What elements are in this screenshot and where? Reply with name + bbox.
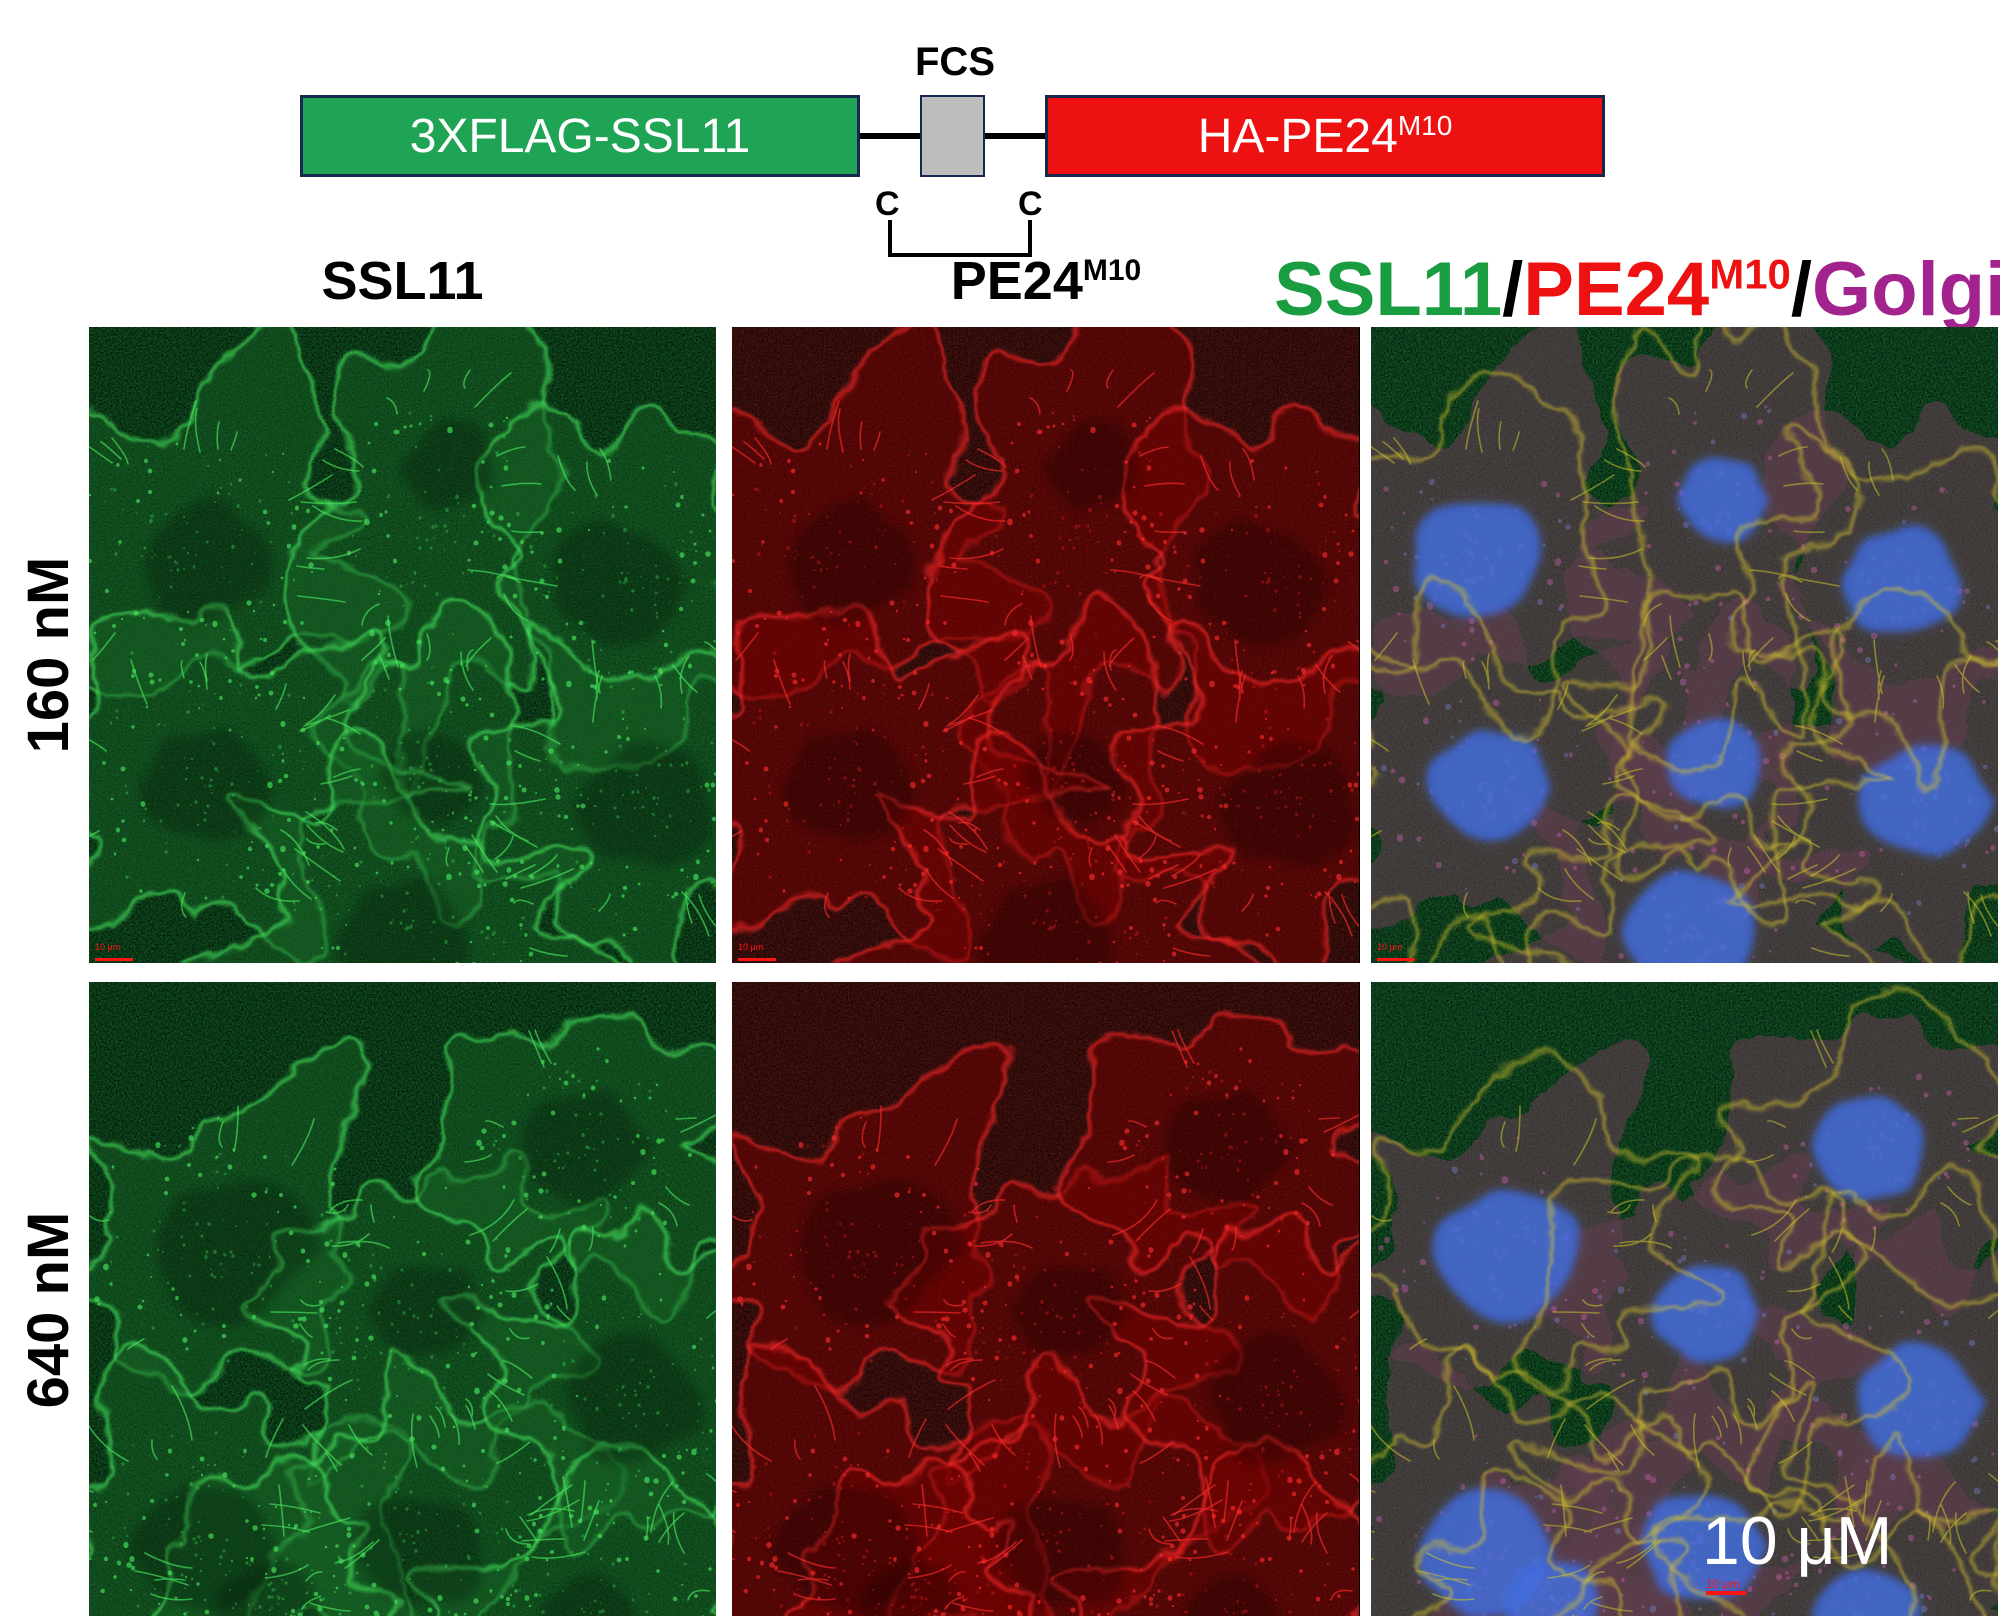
svg-text:10 μM: 10 μM	[1702, 1503, 1892, 1579]
svg-text:C: C	[1018, 185, 1043, 223]
svg-text:10 μm: 10 μm	[1706, 1577, 1740, 1591]
svg-text:C: C	[875, 185, 900, 223]
